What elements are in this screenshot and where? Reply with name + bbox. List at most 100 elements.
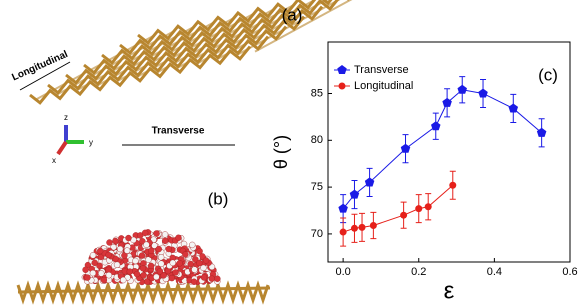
water-molecule (160, 272, 167, 279)
water-molecule (182, 251, 189, 258)
water-molecule (147, 262, 155, 270)
water-molecule (158, 260, 165, 267)
water-molecule (148, 247, 155, 255)
marker (478, 88, 488, 98)
water-molecule (192, 256, 199, 263)
water-molecule (105, 266, 112, 274)
illustrations (16, 0, 353, 305)
water-molecule (156, 268, 164, 275)
series-line (342, 89, 542, 209)
water-molecule (153, 273, 160, 281)
water-molecule (175, 234, 182, 241)
water-molecule (143, 278, 151, 285)
lattice-strand (194, 0, 316, 66)
x-tick-label: 0.6 (562, 266, 577, 278)
water-molecule (208, 275, 216, 282)
water-molecule (120, 276, 127, 284)
lattice-strand (94, 20, 216, 88)
y-tick-label: 75 (311, 181, 323, 193)
water-molecule (165, 245, 172, 253)
marker (350, 224, 358, 232)
water-molecule (100, 276, 108, 284)
lattice-strand (114, 16, 236, 84)
water-molecule (113, 261, 121, 268)
x-tick-label: 0.0 (335, 266, 350, 278)
water-molecule (169, 259, 176, 267)
marker (457, 84, 467, 94)
marker (349, 189, 360, 199)
water-molecule (141, 229, 149, 237)
water-molecule (106, 239, 113, 246)
water-molecule (139, 238, 146, 245)
axis-x-arrow (56, 140, 68, 156)
legend-marker (337, 65, 347, 75)
water-molecule (121, 252, 128, 259)
direction-label: Transverse (152, 126, 205, 137)
marker (431, 121, 441, 131)
marker (369, 221, 377, 229)
axis-letter: y (89, 138, 93, 147)
marker (338, 203, 348, 213)
lattice-strand (234, 0, 341, 57)
lattice-strand (214, 0, 329, 62)
panel-label: (c) (538, 65, 558, 84)
x-tick-label: 0.2 (411, 266, 426, 278)
marker (536, 127, 547, 137)
water-molecule (196, 248, 203, 255)
y-axis-label: θ (°) (271, 135, 291, 169)
panel-label: (b) (208, 189, 229, 208)
legend-label: Longitudinal (354, 80, 413, 92)
water-molecule (133, 270, 141, 278)
water-molecule (126, 268, 133, 275)
water-molecule (84, 274, 91, 281)
water-molecule (112, 237, 119, 245)
water-molecule (187, 260, 194, 268)
lattice-strand (174, 3, 296, 71)
lattice-strand (254, 0, 353, 53)
water-molecule (89, 269, 97, 277)
lattice-strand (154, 7, 276, 75)
marker (339, 228, 347, 236)
water-molecule (139, 265, 147, 272)
legend-label: Transverse (354, 64, 409, 76)
water-molecule (202, 257, 210, 264)
panel-label: (a) (282, 5, 303, 24)
marker (449, 181, 457, 189)
water-molecule (191, 266, 198, 273)
water-molecule (132, 257, 139, 265)
lattice-strand (134, 12, 256, 79)
direction-arrow (19, 61, 71, 91)
plot-frame (327, 41, 571, 263)
substrate (17, 286, 271, 294)
water-molecule (190, 278, 198, 285)
axis-letter: z (64, 113, 68, 122)
chart: 0.0 0.2 0.4 0.6 70 75 80 85 ε θ (°) (c) Transverse L… (271, 41, 578, 304)
lattice-strand (34, 34, 156, 101)
marker (424, 203, 432, 211)
water-molecule (143, 241, 150, 248)
x-tick-label: 0.4 (487, 266, 502, 278)
axis-letter: x (52, 156, 56, 165)
water-molecule (196, 259, 203, 267)
y-tick-label: 70 (311, 228, 323, 240)
marker (508, 103, 519, 113)
water-molecule (91, 259, 98, 267)
water-molecule (98, 270, 105, 277)
marker (442, 97, 452, 107)
water-molecule (123, 247, 131, 254)
water-molecule (105, 271, 113, 279)
water-molecule (105, 251, 112, 259)
y-tick-label: 85 (311, 87, 323, 99)
water-molecule (168, 274, 176, 282)
water-molecule (164, 267, 172, 275)
water-molecule (82, 266, 89, 273)
marker (364, 177, 375, 187)
marker (415, 205, 423, 213)
water-molecule (97, 247, 104, 255)
water-molecule (176, 260, 183, 267)
water-molecule (214, 275, 221, 282)
y-tick-label: 80 (311, 134, 323, 146)
lattice-strand (74, 25, 196, 93)
water-molecule (125, 234, 132, 242)
legend-marker (338, 82, 346, 90)
